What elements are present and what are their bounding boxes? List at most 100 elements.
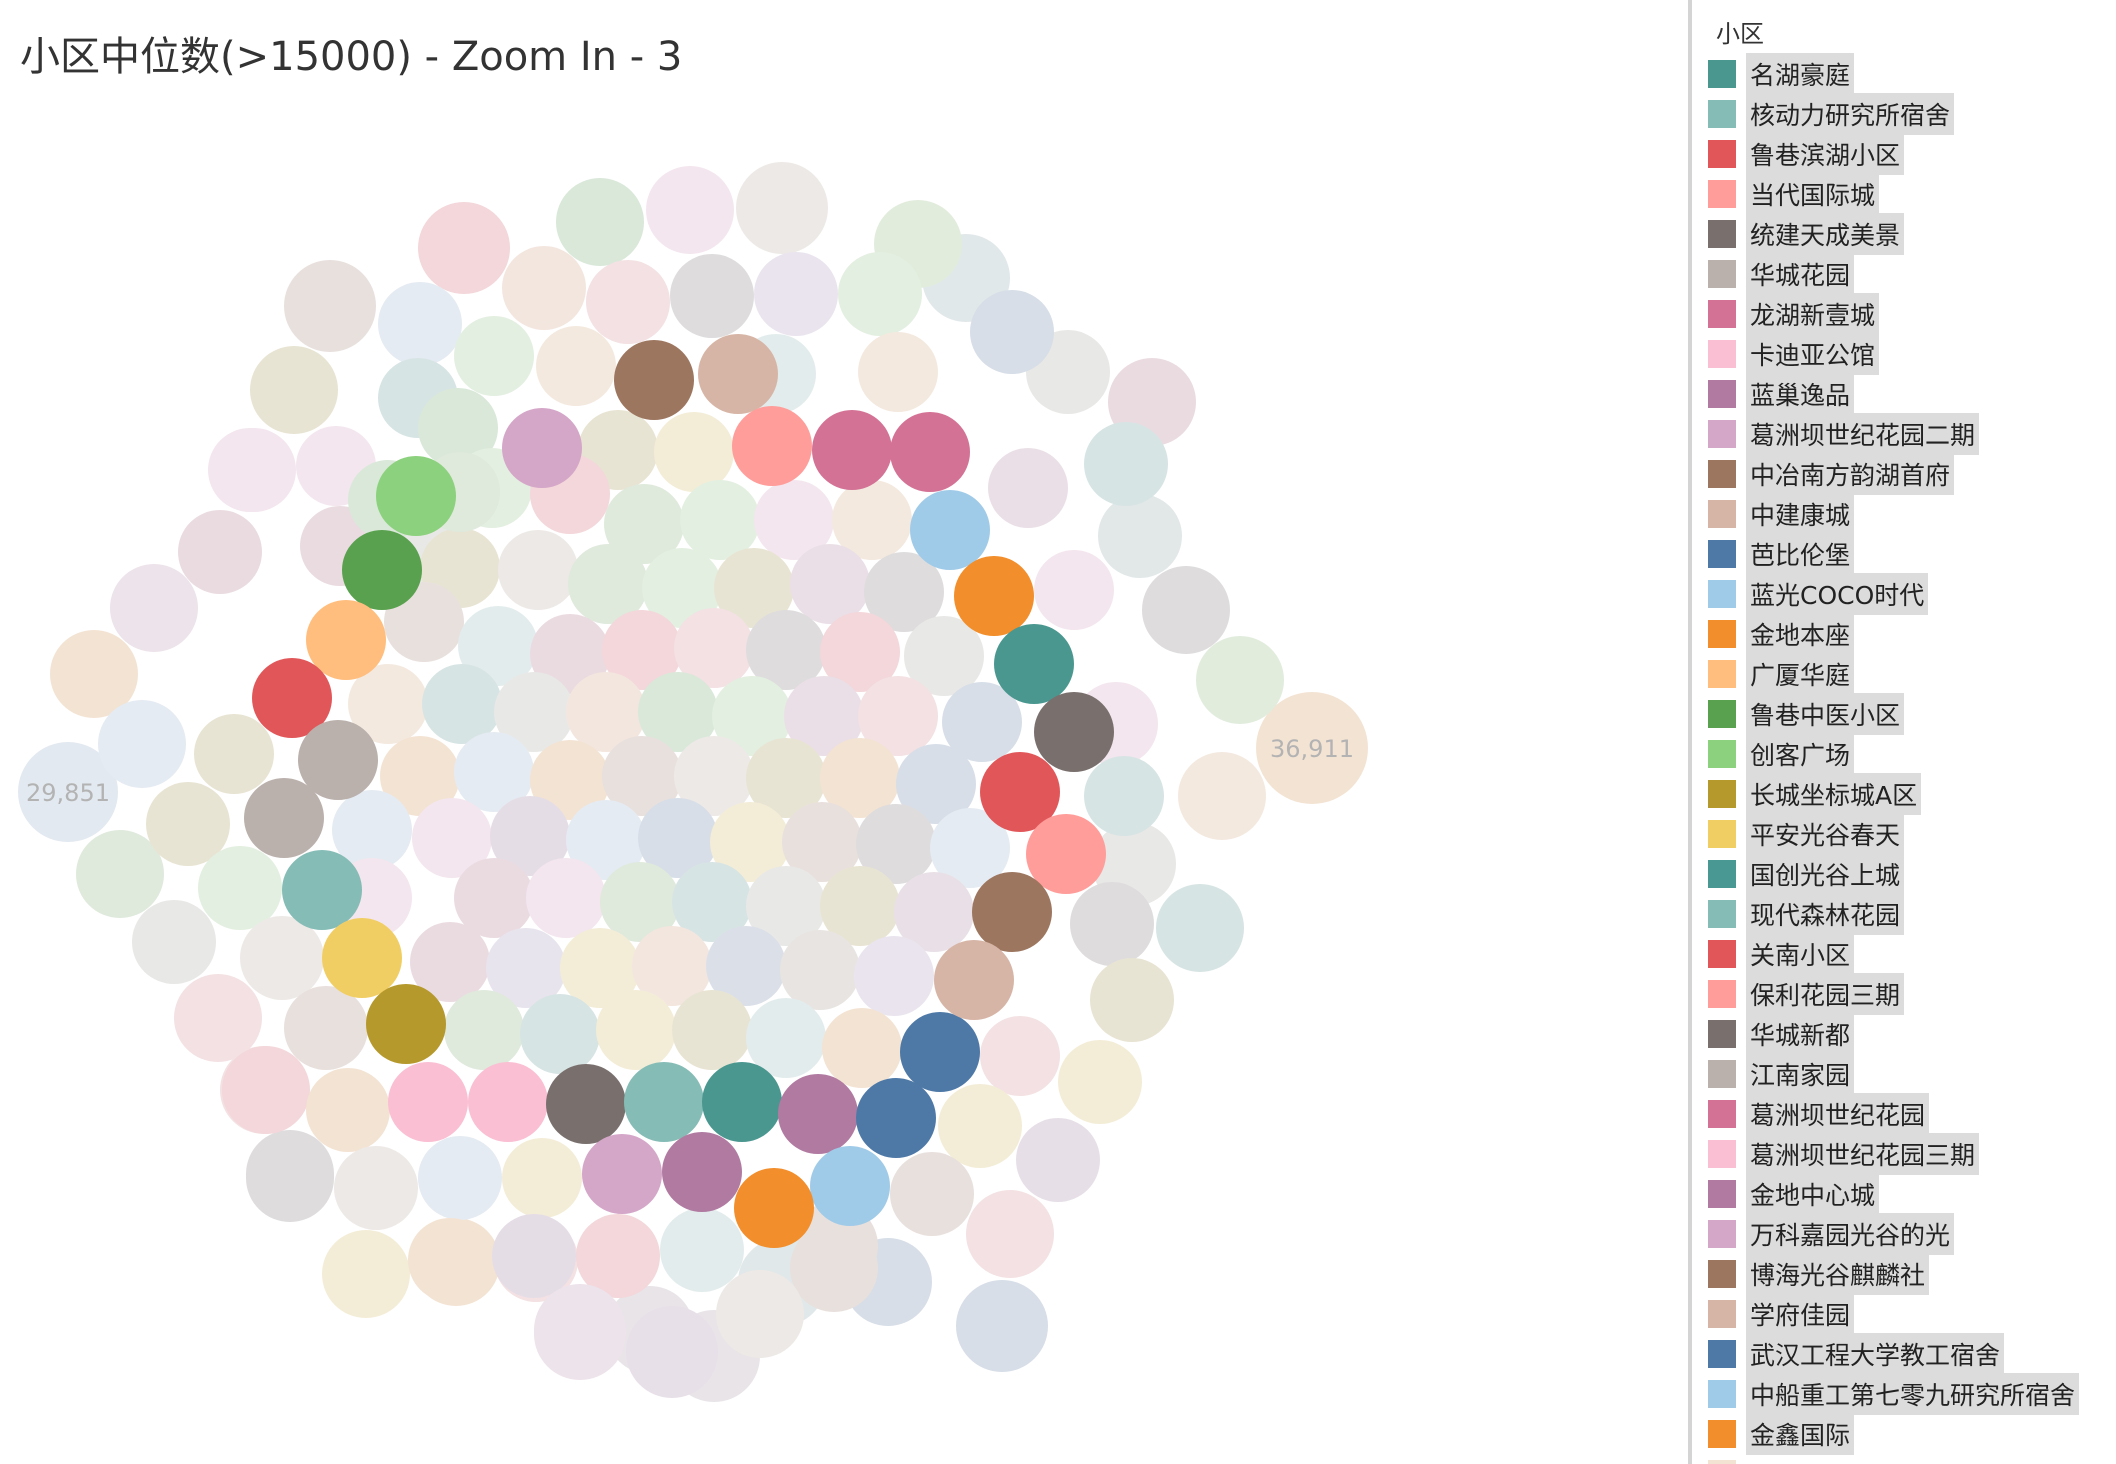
bubble[interactable] <box>746 998 826 1078</box>
bubble[interactable] <box>972 872 1052 952</box>
bubble[interactable] <box>334 1146 418 1230</box>
legend-item[interactable]: 武汉工程大学教工宿舍 <box>1708 1333 2079 1375</box>
bubble[interactable] <box>672 990 752 1070</box>
legend-item[interactable]: 万科嘉园光谷的光 <box>1708 1213 2079 1255</box>
legend-item[interactable]: 平安光谷春天 <box>1708 813 2079 855</box>
bubble[interactable] <box>282 850 362 930</box>
bubble[interactable] <box>680 480 760 560</box>
legend-item[interactable]: 卡迪亚公馆 <box>1708 333 2079 375</box>
bubble[interactable] <box>366 984 446 1064</box>
bubble[interactable] <box>934 940 1014 1020</box>
bubble[interactable] <box>790 544 870 624</box>
legend-item[interactable]: 金地本座 <box>1708 613 2079 655</box>
bubble[interactable] <box>900 1012 980 1092</box>
bubble[interactable] <box>662 1132 742 1212</box>
bubble[interactable] <box>536 326 616 406</box>
bubble[interactable] <box>244 778 324 858</box>
legend-item[interactable]: 广厦华庭 <box>1708 653 2079 695</box>
legend-item[interactable]: 中船重工第七零九研究所宿舍 <box>1708 1373 2080 1415</box>
bubble[interactable] <box>468 1062 548 1142</box>
bubble[interactable] <box>754 480 834 560</box>
bubble[interactable] <box>458 606 538 686</box>
bubble[interactable] <box>602 610 682 690</box>
bubble[interactable] <box>1084 756 1164 836</box>
bubble[interactable] <box>820 866 900 946</box>
legend-item[interactable]: 核动力研究所宿舍 <box>1708 93 2079 135</box>
legend-item[interactable]: 鲁巷滨湖小区 <box>1708 133 2079 175</box>
bubble[interactable] <box>132 900 216 984</box>
bubble[interactable] <box>222 1046 310 1134</box>
bubble[interactable] <box>980 1016 1060 1096</box>
bubble[interactable] <box>604 484 684 564</box>
legend-item[interactable]: 江南家园 <box>1708 1053 2079 1095</box>
bubble[interactable] <box>858 676 938 756</box>
bubble[interactable] <box>490 796 570 876</box>
bubble[interactable] <box>568 544 648 624</box>
bubble[interactable] <box>714 548 794 628</box>
bubble[interactable] <box>530 740 610 820</box>
bubble[interactable] <box>322 918 402 998</box>
bubble[interactable] <box>1196 636 1284 724</box>
bubble[interactable] <box>586 260 670 344</box>
bubble[interactable] <box>502 408 582 488</box>
bubble[interactable] <box>746 610 826 690</box>
bubble[interactable] <box>732 406 812 486</box>
bubble[interactable] <box>716 1270 804 1358</box>
bubble[interactable] <box>246 1134 334 1222</box>
bubble[interactable] <box>380 736 460 816</box>
legend-item[interactable]: 葛洲坝世纪花园 <box>1708 1093 2079 1135</box>
bubble[interactable] <box>646 166 734 254</box>
bubble[interactable] <box>1256 692 1368 804</box>
bubble[interactable] <box>576 1214 660 1298</box>
legend-item[interactable]: 中冶南方韵湖首府 <box>1708 453 2079 495</box>
bubble[interactable] <box>76 830 164 918</box>
bubble[interactable] <box>240 916 324 1000</box>
legend-item[interactable]: 创客广场 <box>1708 733 2079 775</box>
legend-item[interactable]: 金地中心城 <box>1708 1173 2079 1215</box>
bubble[interactable] <box>736 162 828 254</box>
bubble[interactable] <box>954 556 1034 636</box>
bubble[interactable] <box>498 530 578 610</box>
bubble[interactable] <box>566 672 646 752</box>
legend-item[interactable]: 关南小区 <box>1708 933 2079 975</box>
bubble[interactable] <box>1070 882 1154 966</box>
legend-item[interactable]: 葛洲坝世纪花园二期 <box>1708 413 2079 455</box>
bubble[interactable] <box>298 720 378 800</box>
bubble[interactable] <box>454 316 534 396</box>
legend-item[interactable]: 国创光谷上城 <box>1708 853 2079 895</box>
bubble[interactable] <box>178 510 262 594</box>
bubble[interactable] <box>596 990 676 1070</box>
bubble[interactable] <box>674 736 754 816</box>
bubble[interactable] <box>348 664 428 744</box>
bubble[interactable] <box>556 178 644 266</box>
bubble[interactable] <box>654 412 734 492</box>
bubble[interactable] <box>782 802 862 882</box>
bubble[interactable] <box>1098 494 1182 578</box>
bubble[interactable] <box>980 752 1060 832</box>
bubble[interactable] <box>994 624 1074 704</box>
bubble[interactable] <box>530 614 610 694</box>
bubble[interactable] <box>376 456 456 536</box>
bubble[interactable] <box>1142 566 1230 654</box>
bubble[interactable] <box>746 738 826 818</box>
bubble[interactable] <box>864 552 944 632</box>
legend-item[interactable]: 芭比伦堡 <box>1708 533 2079 575</box>
bubble[interactable] <box>1156 884 1244 972</box>
bubble[interactable] <box>904 616 984 696</box>
bubble[interactable] <box>810 1146 890 1226</box>
bubble[interactable] <box>412 798 492 878</box>
bubble[interactable] <box>194 714 274 794</box>
bubble[interactable] <box>910 490 990 570</box>
bubble[interactable] <box>174 974 262 1062</box>
bubble[interactable] <box>638 798 718 878</box>
bubble[interactable] <box>110 564 198 652</box>
bubble[interactable] <box>970 290 1054 374</box>
legend-item[interactable]: 现代森林花园 <box>1708 893 2079 935</box>
bubble[interactable] <box>1058 1040 1142 1124</box>
bubble[interactable] <box>486 928 566 1008</box>
bubble[interactable] <box>198 846 282 930</box>
bubble[interactable] <box>332 790 412 870</box>
bubble[interactable] <box>418 1136 502 1220</box>
bubble[interactable] <box>422 664 502 744</box>
bubble[interactable] <box>602 736 682 816</box>
